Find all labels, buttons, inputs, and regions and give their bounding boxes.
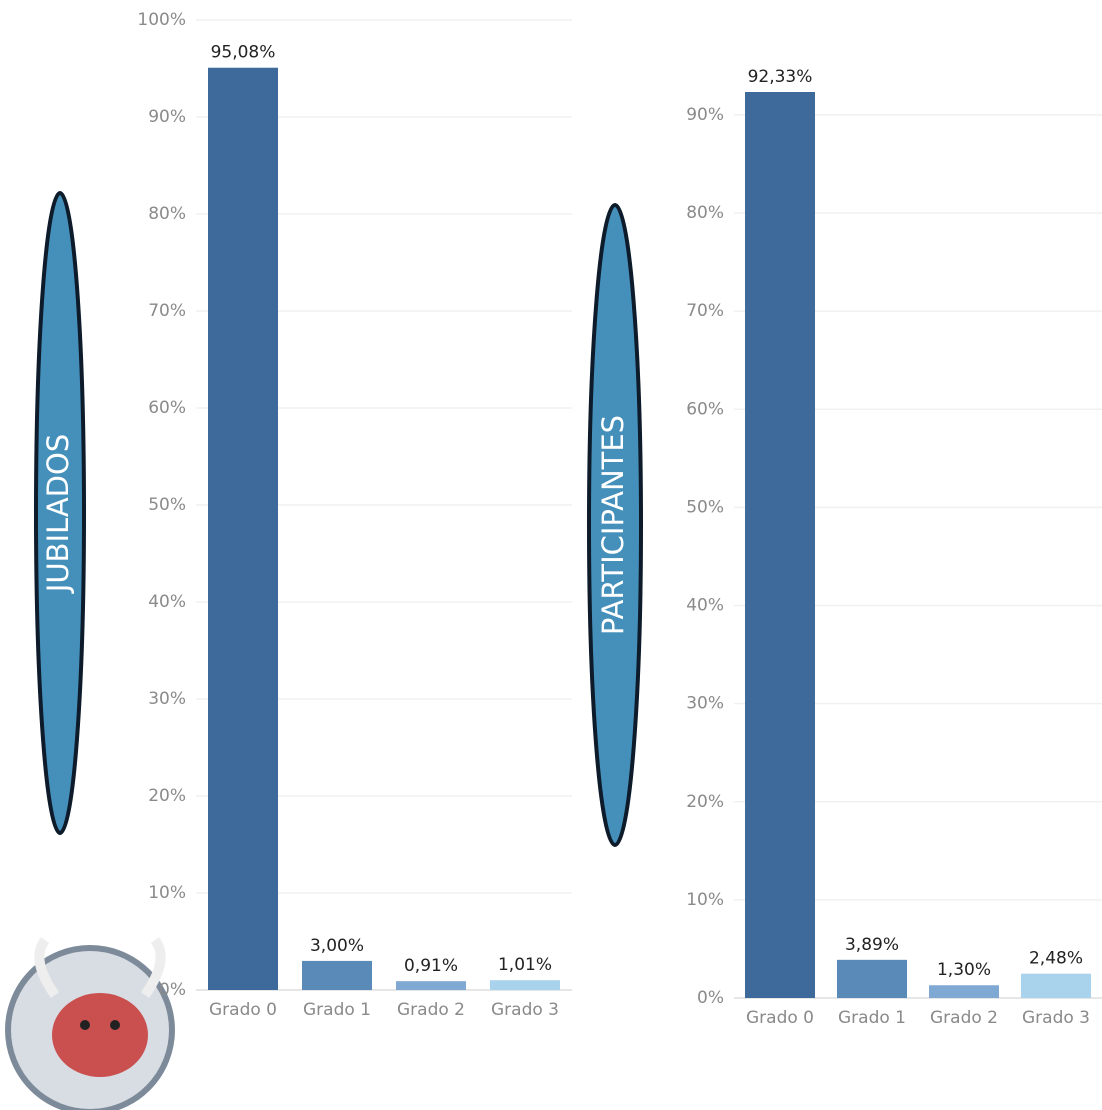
value-label: 92,33% [748, 67, 813, 87]
x-tick-label: Grado 0 [209, 1000, 277, 1020]
value-label: 3,00% [310, 936, 364, 956]
bar [302, 960, 372, 990]
bar [745, 92, 815, 999]
y-tick-label: 70% [148, 301, 186, 321]
x-tick-label: Grado 0 [746, 1008, 814, 1028]
y-tick-label: 10% [686, 890, 724, 910]
value-label: 95,08% [211, 43, 276, 63]
y-tick-label: 80% [686, 203, 724, 223]
y-tick-label: 20% [148, 786, 186, 806]
y-tick-label: 20% [686, 792, 724, 812]
y-tick-label: 60% [148, 398, 186, 418]
label-badge [587, 203, 643, 847]
bar [1021, 973, 1091, 998]
bar [396, 981, 466, 990]
y-tick-label: 0% [159, 980, 186, 1000]
value-label: 1,01% [498, 955, 552, 975]
bar [208, 67, 278, 990]
chart: 0% 10% 20% 30% 40% 50% 60% 70% 80% 90% 100% 95,08% G… [34, 10, 572, 1020]
y-tick-label: 10% [148, 883, 186, 903]
value-label: 0,91% [404, 956, 458, 976]
bar [929, 985, 999, 998]
y-tick-label: 40% [686, 596, 724, 616]
y-tick-label: 80% [148, 204, 186, 224]
x-tick-label: Grado 2 [397, 1000, 465, 1020]
y-tick-label: 40% [148, 592, 186, 612]
label-badge [34, 191, 86, 835]
y-tick-label: 30% [148, 689, 186, 709]
x-tick-label: Grado 1 [303, 1000, 371, 1020]
x-tick-label: Grado 3 [1022, 1008, 1090, 1028]
value-label: 2,48% [1029, 949, 1083, 969]
y-tick-label: 30% [686, 694, 724, 714]
y-axis-label: PARTICIPANTES [596, 415, 630, 635]
chart: 0% 10% 20% 30% 40% 50% 60% 70% 80% 90% 92,33% Grado… [587, 67, 1102, 1028]
y-tick-label: 50% [686, 497, 724, 517]
value-label: 1,30% [937, 960, 991, 980]
y-tick-label: 0% [697, 988, 724, 1008]
bar [837, 959, 907, 998]
x-tick-label: Grado 3 [491, 1000, 559, 1020]
y-tick-label: 50% [148, 495, 186, 515]
y-tick-label: 60% [686, 399, 724, 419]
y-tick-label: 90% [686, 105, 724, 125]
bar [490, 980, 560, 990]
x-tick-label: Grado 1 [838, 1008, 906, 1028]
logo [5, 937, 175, 1110]
y-tick-label: 70% [686, 301, 724, 321]
y-tick-label: 90% [148, 107, 186, 127]
y-axis-label: JUBILADOS [41, 434, 75, 594]
x-tick-label: Grado 2 [930, 1008, 998, 1028]
value-label: 3,89% [845, 935, 899, 955]
y-tick-label: 100% [137, 10, 186, 30]
